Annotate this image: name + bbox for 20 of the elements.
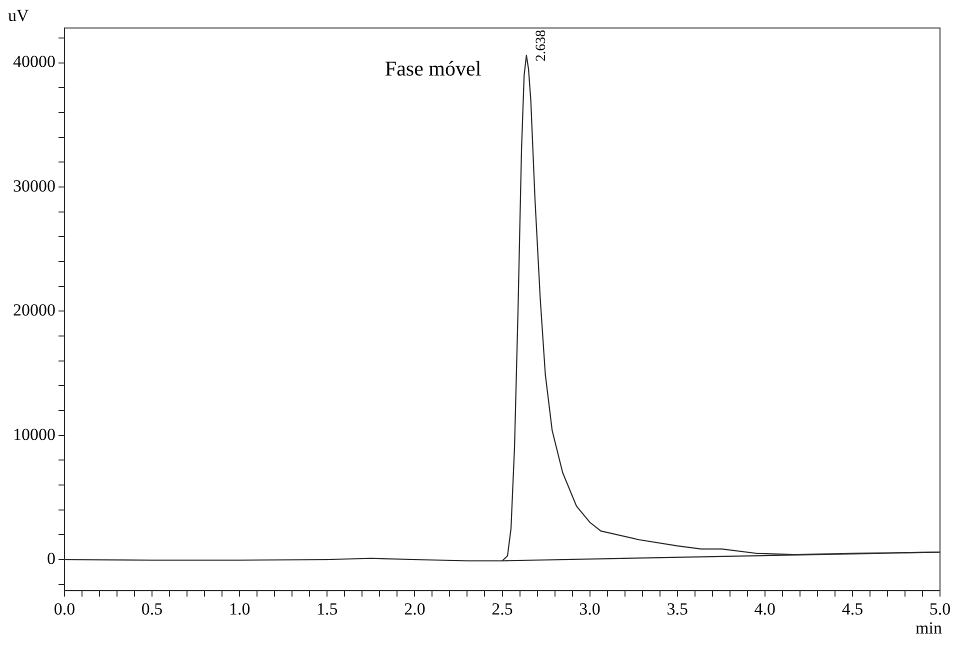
x-tick-label: 3.0 [579,599,600,618]
x-tick-label: 5.0 [929,599,951,618]
y-tick-label: 40000 [13,52,56,72]
x-tick-label: 4.5 [842,599,864,618]
annotation: Fase móvel [384,56,482,81]
x-axis-title: min [916,618,942,638]
y-tick-label: 30000 [13,176,56,196]
x-tick-label: 0.5 [141,599,163,618]
annotation: 2.638 [534,30,550,62]
y-axis-title: uV [8,6,30,25]
x-tick-label: 1.5 [316,599,338,618]
x-tick-label: 0.0 [54,599,76,618]
y-tick-label: 20000 [13,300,56,320]
x-tick-label: 1.0 [228,599,250,618]
x-tick-label: 4.0 [754,599,776,618]
x-tick-label: 3.5 [666,599,688,618]
y-tick-label: 10000 [13,424,56,444]
x-tick-label: 2.0 [404,599,426,618]
x-tick-label: 2.5 [492,599,513,618]
y-tick-label: 0 [47,549,56,568]
